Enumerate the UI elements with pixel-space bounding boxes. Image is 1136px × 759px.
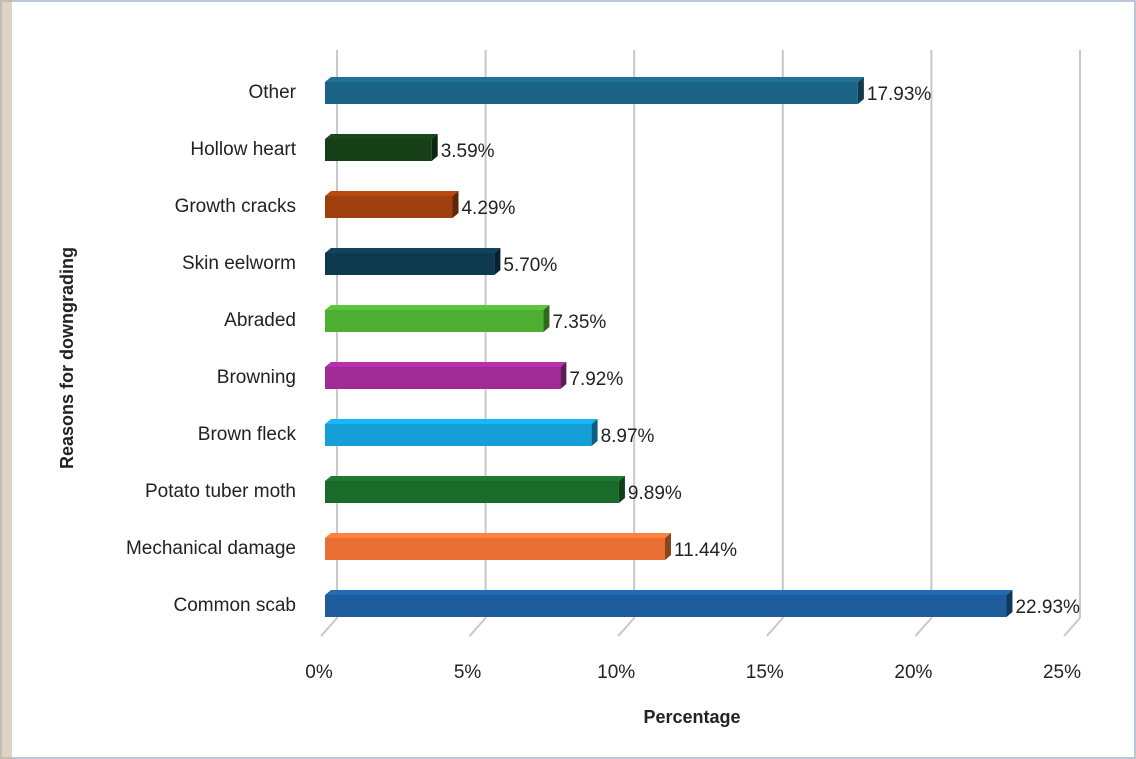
- value-label: 4.29%: [461, 198, 515, 219]
- x-axis-title: Percentage: [643, 707, 740, 727]
- x-tick-label: 0%: [305, 662, 333, 683]
- value-label: 7.35%: [552, 312, 606, 333]
- y-tick-label: Brown fleck: [198, 424, 297, 445]
- y-tick-label: Potato tuber moth: [145, 481, 296, 502]
- value-label: 5.70%: [503, 255, 557, 276]
- x-tick-label: 10%: [597, 662, 635, 683]
- chart-frame: [1, 1, 1135, 758]
- x-tick-label: 25%: [1043, 662, 1081, 683]
- bar: [325, 424, 592, 446]
- bar: [325, 367, 560, 389]
- value-label: 3.59%: [441, 141, 495, 162]
- bar: [325, 481, 619, 503]
- bar-top: [325, 476, 625, 481]
- value-label: 7.92%: [569, 369, 623, 390]
- bar-top: [325, 590, 1012, 595]
- x-tick-label: 5%: [454, 662, 482, 683]
- chart: Percentage Reasons for downgrading 0% 5% 1…: [0, 0, 1136, 759]
- bar-top: [325, 134, 438, 139]
- bar-top: [325, 533, 671, 538]
- bar-top: [325, 362, 566, 367]
- y-tick-label: Hollow heart: [190, 139, 296, 160]
- x-tick-label: 15%: [746, 662, 784, 683]
- bar-top: [325, 419, 598, 424]
- y-tick-label: Abraded: [224, 310, 296, 331]
- bar: [325, 595, 1006, 617]
- bar: [325, 253, 494, 275]
- bar: [325, 196, 452, 218]
- bar-top: [325, 248, 500, 253]
- y-axis-title: Reasons for downgrading: [57, 247, 77, 469]
- x-tick-label: 20%: [894, 662, 932, 683]
- y-tick-label: Skin eelworm: [182, 253, 296, 274]
- bar-top: [325, 77, 864, 82]
- value-label: 9.89%: [628, 483, 682, 504]
- y-tick-label: Other: [248, 82, 296, 103]
- y-tick-label: Growth cracks: [175, 196, 296, 217]
- value-label: 17.93%: [867, 84, 932, 105]
- background-strip: [0, 0, 12, 759]
- bar: [325, 82, 858, 104]
- y-tick-label: Common scab: [174, 595, 297, 616]
- y-tick-label: Browning: [217, 367, 296, 388]
- bar: [325, 538, 665, 560]
- bar-top: [325, 305, 549, 310]
- value-label: 8.97%: [601, 426, 655, 447]
- bar: [325, 310, 543, 332]
- y-tick-label: Mechanical damage: [126, 538, 296, 559]
- bar-top: [325, 191, 458, 196]
- value-label: 11.44%: [674, 540, 737, 561]
- value-label: 22.93%: [1015, 597, 1080, 618]
- bar: [325, 139, 432, 161]
